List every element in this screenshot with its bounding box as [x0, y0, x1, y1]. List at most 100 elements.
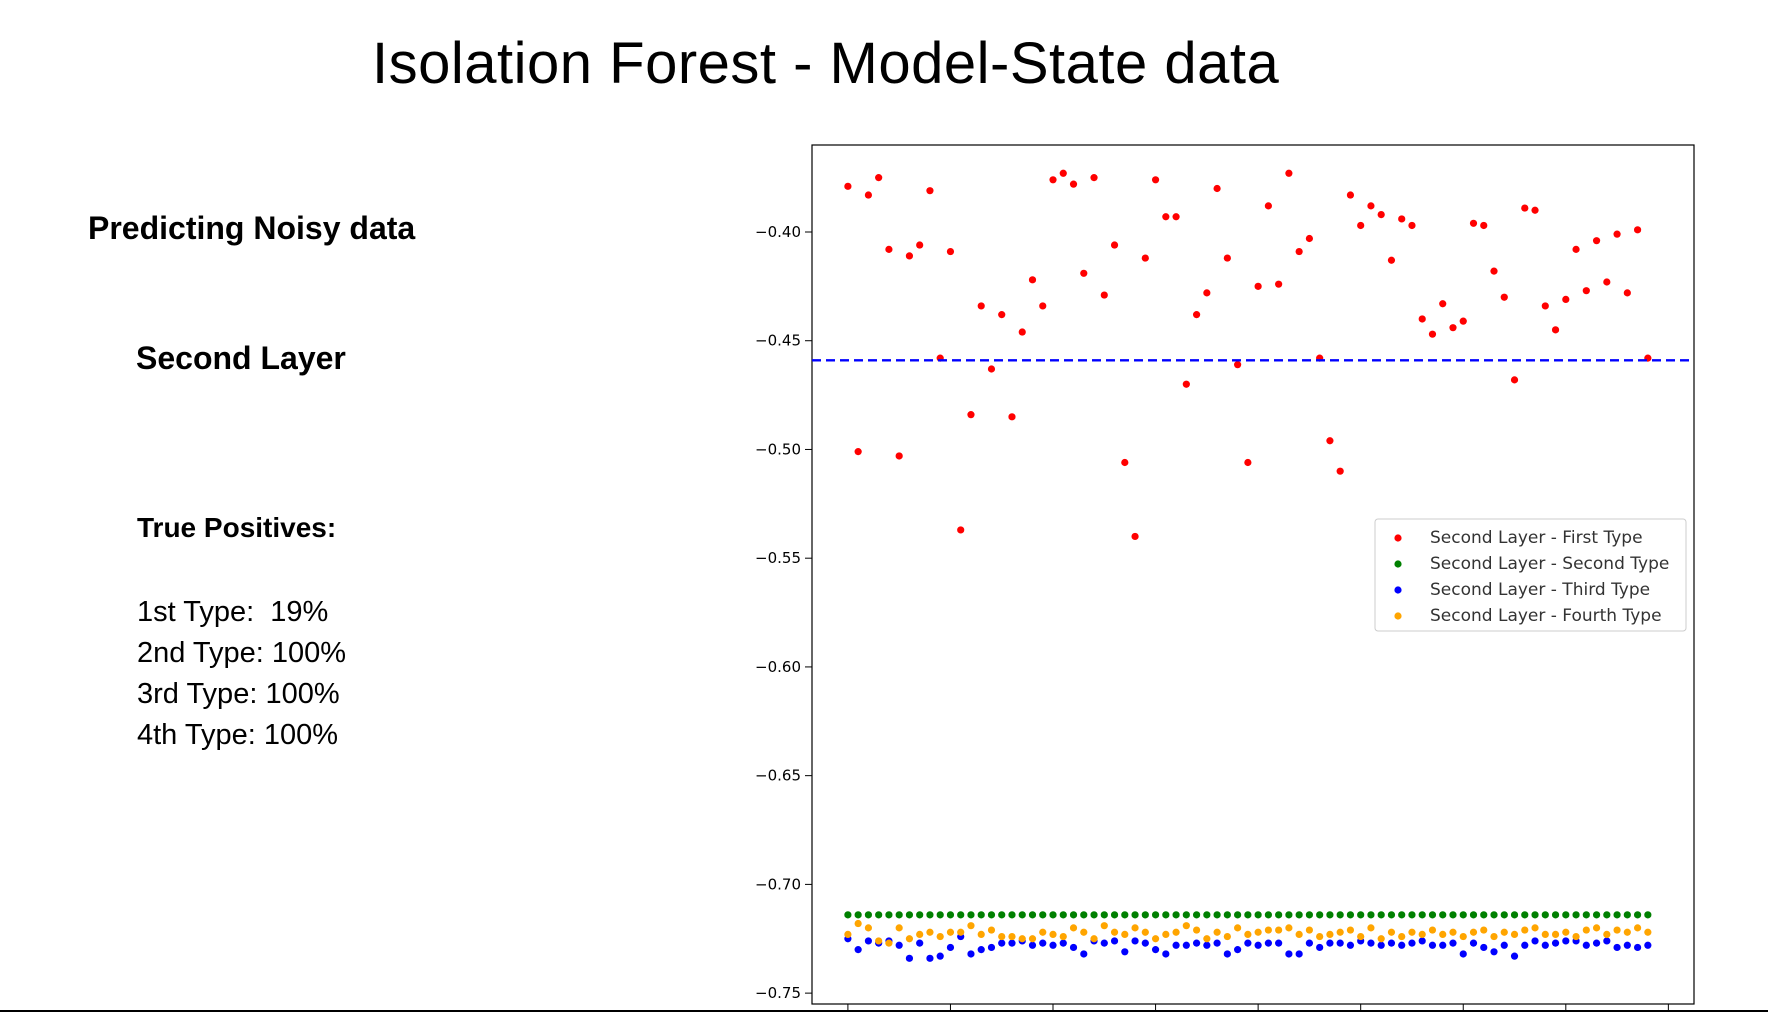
data-point [936, 911, 944, 919]
data-point [1377, 911, 1385, 919]
data-point [1346, 941, 1355, 949]
data-point [957, 928, 965, 936]
data-point [1275, 939, 1283, 947]
data-point [1131, 911, 1139, 919]
data-point [1603, 911, 1611, 919]
data-point [1326, 911, 1334, 919]
data-point [1069, 924, 1078, 932]
data-points [844, 169, 1652, 962]
y-tick-label: −0.75 [755, 984, 801, 1002]
data-point [1480, 926, 1488, 934]
data-point [1480, 911, 1488, 919]
data-point [1459, 317, 1467, 325]
data-point [1572, 245, 1580, 253]
data-point [1244, 458, 1252, 467]
data-point [1449, 324, 1457, 332]
data-point [844, 182, 852, 190]
data-point [998, 311, 1006, 319]
data-point [1521, 926, 1529, 934]
legend-marker [1394, 560, 1402, 568]
data-point [1316, 911, 1324, 919]
data-point [1398, 932, 1406, 941]
data-point [1008, 413, 1016, 421]
data-point [1510, 930, 1519, 939]
data-point [1121, 948, 1129, 956]
data-point [1203, 941, 1211, 949]
data-point [1367, 202, 1375, 210]
data-point [1223, 950, 1231, 958]
data-point [946, 911, 955, 919]
legend-label: Second Layer - Fourth Type [1430, 606, 1662, 626]
data-point [905, 911, 914, 919]
data-point [1110, 241, 1119, 249]
data-point [1562, 911, 1570, 919]
data-point [1121, 930, 1129, 939]
rate-row: 3rd Type: 100% [137, 674, 346, 715]
data-point [1316, 932, 1324, 941]
data-point [1213, 911, 1221, 919]
data-point [875, 911, 883, 919]
data-point [1418, 315, 1426, 323]
data-point [1387, 911, 1396, 919]
data-point [1551, 930, 1560, 939]
legend-marker [1394, 586, 1402, 594]
data-point [916, 939, 924, 947]
data-point [967, 411, 975, 419]
data-point [1069, 943, 1078, 952]
data-point [1039, 928, 1047, 936]
data-point [1213, 184, 1221, 193]
data-point [1080, 928, 1088, 936]
data-point [977, 911, 985, 919]
data-point [1469, 911, 1478, 919]
data-point [1346, 191, 1355, 199]
data-point [1018, 935, 1026, 943]
y-tick-label: −0.45 [755, 332, 801, 350]
data-point [1613, 230, 1621, 238]
data-point [1541, 911, 1549, 919]
slide-bottom-divider [0, 1010, 1768, 1012]
true-positives-heading: True Positives: [137, 512, 337, 543]
data-point [1387, 256, 1396, 264]
data-point [1080, 269, 1088, 277]
data-point [1428, 911, 1437, 919]
data-point [1254, 941, 1262, 949]
data-point [1223, 932, 1231, 941]
data-point [1326, 930, 1334, 939]
data-point [1182, 380, 1190, 388]
data-point [1264, 911, 1272, 919]
data-point [1551, 939, 1560, 947]
data-point [864, 911, 873, 919]
data-point [1377, 210, 1385, 219]
data-point [1151, 935, 1160, 943]
data-point [1633, 911, 1642, 919]
y-tick-label: −0.70 [755, 875, 801, 893]
data-point [1110, 928, 1119, 936]
rate-row: 2nd Type: 100% [137, 633, 346, 674]
data-point [926, 187, 934, 195]
data-point [1254, 282, 1262, 290]
data-point [1151, 946, 1160, 954]
data-point [1592, 939, 1601, 947]
data-point [916, 911, 924, 919]
legend-label: Second Layer - Third Type [1430, 580, 1650, 600]
plot-frame [811, 144, 1695, 1005]
data-point [1172, 911, 1180, 919]
data-point [1234, 946, 1242, 954]
data-point [987, 911, 996, 919]
data-point [1203, 935, 1211, 943]
data-point [1377, 941, 1385, 949]
data-point [1018, 328, 1026, 336]
data-point [1531, 911, 1539, 919]
data-point [1449, 928, 1457, 936]
data-point [1295, 911, 1303, 919]
data-point [905, 954, 914, 962]
data-point [1172, 941, 1180, 949]
data-point [1521, 941, 1529, 949]
y-tick-label: −0.65 [755, 767, 801, 785]
data-point [916, 241, 924, 249]
data-point [1192, 926, 1201, 934]
data-point [967, 950, 975, 958]
legend-marker [1394, 612, 1402, 620]
data-point [1080, 950, 1088, 958]
data-point [1039, 911, 1047, 919]
